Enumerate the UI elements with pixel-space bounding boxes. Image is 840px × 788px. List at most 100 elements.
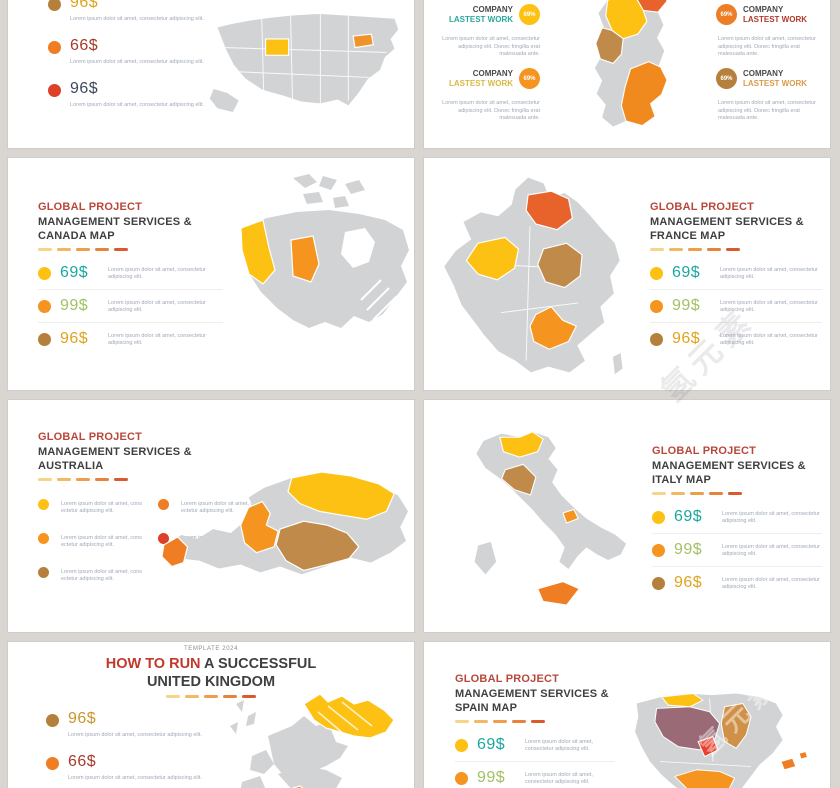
map-highlight-bc: [240, 219, 276, 285]
map-highlight-bavaria: [620, 61, 668, 127]
legend-desc: Lorem ipsum dolor sit amet, consectetur …: [525, 739, 593, 752]
slide-germany-map[interactable]: COMPANY LASTEST WORK 69% Lorem ipsum dol…: [424, 0, 830, 148]
map-highlight-vorarlberg: [161, 536, 189, 568]
divider-dashes: [652, 492, 742, 495]
map-highlight-languedoc: [529, 306, 577, 350]
legend-desc: Lorem ipsum dolor sit amet, consectetur …: [722, 544, 820, 557]
slide-france-map[interactable]: GLOBAL PROJECT MANAGEMENT SERVICES & FRA…: [424, 158, 830, 390]
legend-dot-icon: [650, 333, 663, 346]
legend-item: 96$ Lorem ipsum dolor sit amet, consecte…: [46, 710, 216, 739]
map-highlight-andalusia: [674, 769, 736, 788]
percent-badge: 69%: [716, 68, 737, 89]
slide-spain-map[interactable]: GLOBAL PROJECT MANAGEMENT SERVICES & SPA…: [424, 642, 830, 788]
legend-desc: Lorem ipsum dolor sit amet, consectetur …: [70, 59, 204, 65]
france-legend: 69$ Lorem ipsum dolor sit amet, consecte…: [650, 264, 822, 362]
legend-item: 96$ Lorem ipsum dolor sit amet, consecte…: [38, 330, 223, 355]
slide-united-kingdom[interactable]: TEMPLATE 2024 HOW TO RUN A SUCCESSFUL UN…: [8, 642, 414, 788]
company-block: COMPANY LASTEST WORK 69%: [436, 4, 540, 25]
price-label: 99$: [672, 297, 701, 314]
company-label: COMPANY LASTEST WORK: [743, 69, 807, 88]
legend-dot-icon: [38, 300, 51, 313]
spain-legend: 69$ Lorem ipsum dolor sit amet, consecte…: [455, 736, 615, 788]
map-highlight-lombardy: [499, 431, 544, 458]
slide-usa-map[interactable]: 96$ Lorem ipsum dolor sit amet, consecte…: [8, 0, 414, 148]
legend-item: 69$ Lorem ipsum dolor sit amet, consecte…: [38, 264, 223, 290]
legend-dot-icon: [48, 0, 61, 11]
company-block: 69% COMPANY LASTEST WORK: [716, 68, 828, 89]
price-label: 69$: [672, 264, 701, 281]
percent-badge: 69%: [519, 4, 540, 25]
legend-desc: Lorem ipsum dolor sit amet, consectetur …: [720, 267, 818, 280]
price-label: 96$: [672, 330, 701, 347]
legend-item: 69$ Lorem ipsum dolor sit amet, consecte…: [650, 264, 822, 290]
legend-dot-icon: [48, 41, 61, 54]
map-highlight-styria: [275, 520, 360, 572]
divider-dashes: [38, 248, 128, 251]
legend-desc: Lorem ipsum dolor sit amet, consectetur …: [68, 732, 202, 738]
legend-desc: Lorem ipsum dolor sit amet, cons ectetur…: [61, 501, 143, 514]
legend-dot-icon: [652, 577, 665, 590]
legend-item: Lorem ipsum dolor sit amet, cons ectetur…: [38, 566, 146, 590]
uk-map: [230, 693, 395, 788]
legend-desc: Lorem ipsum dolor sit amet, consectetur …: [525, 772, 593, 785]
map-highlight-burgundy: [537, 242, 583, 289]
legend-item: 96$ Lorem ipsum dolor sit amet, consecte…: [650, 330, 822, 355]
company-block: 69% COMPANY LASTEST WORK: [716, 4, 828, 25]
legend-item: 96$ Lorem ipsum dolor sit amet, consecte…: [48, 0, 218, 23]
map-highlight-lower-saxony: [605, 0, 648, 40]
map-highlight-picardy: [525, 190, 573, 231]
slide-australia[interactable]: GLOBAL PROJECT MANAGEMENT SERVICES & AUS…: [8, 400, 414, 632]
slide-title: GLOBAL PROJECT MANAGEMENT SERVICES & FRA…: [650, 201, 804, 242]
legend-item: 96$ Lorem ipsum dolor sit amet, consecte…: [48, 80, 218, 109]
slide-title: GLOBAL PROJECT MANAGEMENT SERVICES & SPA…: [455, 673, 609, 714]
map-highlight-salzburg: [240, 500, 279, 554]
legend-item: 69$ Lorem ipsum dolor sit amet, consecte…: [652, 508, 822, 534]
legend-desc: Lorem ipsum dolor sit amet, consectetur …: [108, 333, 206, 346]
divider-dashes: [8, 695, 414, 698]
company-label: COMPANY LASTEST WORK: [449, 5, 513, 24]
legend-dot-icon: [38, 499, 49, 510]
slide-title: GLOBAL PROJECT MANAGEMENT SERVICES & ITA…: [652, 445, 806, 486]
divider-dashes: [650, 248, 740, 251]
legend-desc: Lorem ipsum dolor sit amet, consectetur …: [70, 102, 204, 108]
map-highlight-sicily: [537, 581, 580, 606]
map-highlight-madrid: [697, 736, 719, 758]
legend-desc: Lorem ipsum dolor sit amet, consectetur …: [68, 775, 202, 781]
legend-desc: Lorem ipsum dolor sit amet, consectetur …: [720, 300, 818, 313]
legend-desc: Lorem ipsum dolor sit amet, cons ectetur…: [61, 569, 143, 582]
company-desc: Lorem ipsum dolor sit amet, consectetur …: [718, 100, 816, 121]
italy-map: [474, 431, 627, 606]
price-label: 69$: [674, 508, 703, 525]
legend-dot-icon: [652, 511, 665, 524]
legend-dot-icon: [158, 533, 169, 544]
percent-badge: 69%: [519, 68, 540, 89]
legend-dot-icon: [455, 772, 468, 785]
legend-desc: Lorem ipsum dolor sit amet, consectetur …: [722, 511, 820, 524]
price-label: 66$: [70, 37, 99, 54]
company-desc: Lorem ipsum dolor sit amet, consectetur …: [442, 100, 540, 121]
price-label: 69$: [477, 736, 506, 753]
company-desc: Lorem ipsum dolor sit amet, consectetur …: [718, 36, 816, 57]
map-highlight-aragon: [720, 702, 752, 749]
map-highlight-loire: [465, 236, 520, 281]
legend-item: 69$ Lorem ipsum dolor sit amet, consecte…: [455, 736, 615, 762]
company-label: COMPANY LASTEST WORK: [743, 5, 807, 24]
slide-italy-map[interactable]: GLOBAL PROJECT MANAGEMENT SERVICES & ITA…: [424, 400, 830, 632]
legend-dot-icon: [158, 499, 169, 510]
uk-legend: 96$ Lorem ipsum dolor sit amet, consecte…: [46, 710, 216, 788]
map-highlight-menorca: [798, 751, 808, 760]
canada-map: [240, 174, 409, 328]
price-label: 99$: [60, 297, 89, 314]
legend-desc: Lorem ipsum dolor sit amet, cons ectetur…: [61, 535, 143, 548]
germany-map: [594, 0, 668, 127]
legend-item: 66$ Lorem ipsum dolor sit amet, consecte…: [46, 753, 216, 782]
legend-item: 96$ Lorem ipsum dolor sit amet, consecte…: [652, 574, 822, 599]
france-map: [444, 177, 623, 375]
price-label: 69$: [60, 264, 89, 281]
slide-canada-map[interactable]: GLOBAL PROJECT MANAGEMENT SERVICES & CAN…: [8, 158, 414, 390]
slide-title: GLOBAL PROJECT MANAGEMENT SERVICES & CAN…: [38, 201, 192, 242]
price-label: 96$: [674, 574, 703, 591]
map-highlight-asturias: [661, 693, 704, 708]
legend-desc: Lorem ipsum dolor sit amet, consectetur …: [108, 267, 206, 280]
